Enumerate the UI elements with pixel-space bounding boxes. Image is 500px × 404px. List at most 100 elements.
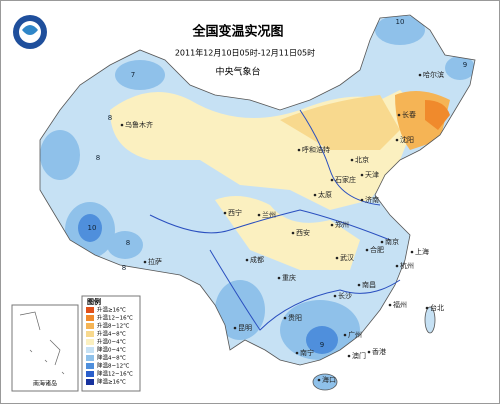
city-dot [343, 333, 347, 337]
city-dot [257, 213, 261, 217]
contour-label: 8 [126, 239, 130, 247]
city-dot [360, 173, 364, 177]
city-dot [291, 231, 295, 235]
city-label: 西安 [296, 228, 310, 237]
city-dot [295, 351, 299, 355]
inset-label: 南海诸岛 [33, 380, 57, 388]
contour-label: 10 [396, 18, 405, 26]
contour-label: 9 [463, 61, 467, 69]
legend-label: 降温4~8℃ [97, 354, 126, 362]
city-label: 济南 [365, 195, 379, 204]
city-dot [335, 256, 339, 260]
city-label: 台北 [430, 303, 444, 312]
legend-swatch [86, 379, 94, 385]
title: 全国变温实况图 [191, 24, 283, 40]
city-dot [425, 306, 429, 310]
contour-label: 9 [320, 341, 324, 349]
city-dot [330, 223, 334, 227]
legend-swatch [86, 347, 94, 353]
city-dot [395, 264, 399, 268]
city-dot [223, 211, 227, 215]
city-label: 澳门 [352, 351, 366, 360]
legend-swatch [86, 307, 94, 313]
contour-label: 8 [122, 264, 126, 272]
city-label: 天津 [365, 171, 379, 179]
issuer: 中央气象台 [215, 66, 260, 78]
legend-swatch [86, 355, 94, 361]
legend-label: 升温≥16℃ [97, 306, 126, 314]
city-label: 重庆 [282, 273, 296, 282]
legend-swatch [86, 371, 94, 377]
city-label: 西宁 [228, 208, 242, 217]
city-label: 哈尔滨 [423, 70, 444, 79]
city-dot [317, 378, 321, 382]
city-dot [120, 123, 124, 127]
city-label: 呼和浩特 [302, 145, 330, 154]
legend-label: 降温8~12℃ [97, 362, 129, 370]
contour-label: 8 [108, 114, 112, 122]
city-label: 郑州 [335, 221, 349, 229]
hainan [312, 373, 338, 391]
legend-label: 升温4~8℃ [97, 330, 126, 338]
city-label: 南宁 [300, 348, 314, 357]
city-label: 武汉 [340, 253, 354, 262]
city-dot [297, 148, 301, 152]
city-dot [410, 250, 414, 254]
city-label: 昆明 [238, 324, 252, 332]
subtitle: 2011年12月10日05时-12月11日05时 [175, 48, 315, 58]
logo [13, 15, 47, 49]
city-label: 兰州 [262, 210, 276, 219]
city-label: 上海 [415, 247, 429, 256]
inset-box [11, 304, 79, 392]
inset-map [19, 311, 65, 375]
city-dot [397, 113, 401, 117]
city-dot [357, 283, 361, 287]
city-dot [330, 178, 334, 182]
city-dot [367, 350, 371, 354]
legend-swatch [86, 363, 94, 369]
city-dot [333, 294, 337, 298]
city-label: 福州 [393, 300, 407, 309]
city-label: 香港 [372, 347, 386, 356]
city-dot [277, 276, 281, 280]
city-dot [365, 248, 369, 252]
taiwan [424, 306, 436, 334]
city-dot [395, 138, 399, 142]
legend-swatch [86, 323, 94, 329]
city-dot [347, 354, 351, 358]
city-label: 南昌 [362, 280, 376, 289]
city-dot [388, 303, 392, 307]
city-dot [350, 158, 354, 162]
city-label: 海口 [322, 375, 336, 384]
city-label: 石家庄 [335, 175, 356, 184]
city-label: 长春 [402, 110, 416, 119]
city-label: 广州 [348, 330, 362, 339]
city-label: 贵阳 [288, 313, 302, 322]
contour-label: 7 [131, 71, 135, 79]
legend-label: 降温12~16℃ [97, 370, 133, 378]
contour-label: 10 [88, 224, 97, 232]
legend-label: 升温0~4℃ [97, 338, 126, 346]
city-label: 乌鲁木齐 [125, 120, 153, 129]
city-label: 合肥 [370, 245, 384, 254]
city-label: 太原 [318, 190, 332, 199]
city-label: 长沙 [338, 291, 352, 300]
city-dot [245, 258, 249, 262]
city-dot [360, 198, 364, 202]
legend-title: 图例 [87, 297, 101, 306]
legend-label: 升温8~12℃ [97, 322, 129, 330]
city-label: 杭州 [400, 261, 414, 270]
legend-label: 降温≥16℃ [97, 378, 126, 386]
legend-swatch [86, 315, 94, 321]
rivers [149, 109, 401, 331]
city-dot [418, 73, 422, 77]
legend-label: 升温12~16℃ [97, 314, 133, 322]
city-dot [233, 326, 237, 330]
city-dot [143, 260, 147, 264]
city-dot [283, 316, 287, 320]
city-label: 北京 [355, 155, 369, 164]
city-dot [380, 240, 384, 244]
city-label: 沈阳 [400, 135, 414, 144]
city-label: 南京 [385, 237, 399, 246]
